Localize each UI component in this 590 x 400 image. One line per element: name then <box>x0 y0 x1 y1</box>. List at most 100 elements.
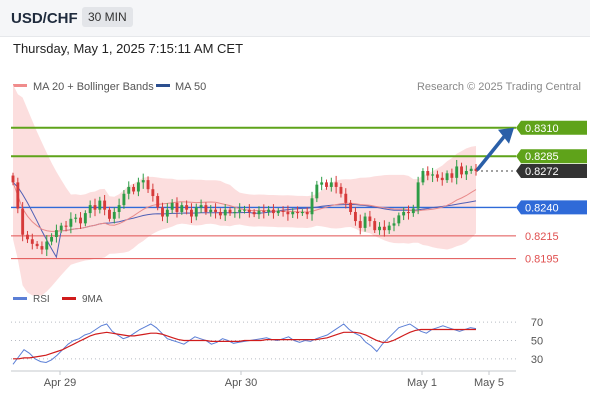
candle <box>103 195 107 216</box>
candle <box>83 210 87 227</box>
candle <box>363 212 367 232</box>
candle <box>353 207 357 226</box>
candle <box>271 204 275 219</box>
candle <box>185 200 189 215</box>
candle <box>165 203 169 224</box>
candle <box>98 196 102 214</box>
candle <box>88 200 92 218</box>
candle <box>378 222 381 235</box>
level-tag-pivot <box>516 200 587 215</box>
rsi-panel: 70 50 30 <box>11 317 543 366</box>
candle <box>50 233 54 246</box>
candle <box>199 199 203 213</box>
candle <box>435 170 439 182</box>
forecast-arrow <box>476 127 514 171</box>
candle <box>204 202 208 215</box>
candle <box>276 207 280 216</box>
candle <box>402 207 406 221</box>
candle <box>334 175 338 194</box>
ma20-legend-label: MA 20 + Bollinger Bands <box>33 81 154 93</box>
candle <box>344 188 348 209</box>
forecast-arrow-head <box>498 127 514 144</box>
candle <box>132 184 136 195</box>
candle <box>460 162 463 179</box>
candle <box>11 172 15 186</box>
candle <box>194 203 198 221</box>
candle <box>310 191 314 221</box>
candle <box>214 203 218 219</box>
candle <box>339 183 343 198</box>
candle <box>127 181 131 200</box>
candle <box>161 202 164 222</box>
x-tick-label: Apr 29 <box>44 377 76 389</box>
candle <box>382 220 386 237</box>
candle <box>281 206 285 217</box>
level-tag-last <box>516 164 587 178</box>
symbol-title: USD/CHF <box>11 10 78 27</box>
candle <box>286 205 290 221</box>
level-label-last: 0.8272 <box>525 166 559 178</box>
candle <box>190 203 193 224</box>
level-label-support: 0.8195 <box>525 254 559 266</box>
candle <box>431 167 435 183</box>
ma50-legend-swatch <box>156 84 170 87</box>
candle <box>368 210 372 227</box>
bollinger-band-area <box>13 84 476 296</box>
level-tag-target <box>516 149 587 164</box>
ma50-legend-label: MA 50 <box>175 81 206 93</box>
candle <box>305 207 309 219</box>
candle <box>421 168 425 186</box>
candle <box>93 198 97 217</box>
candle <box>243 205 246 214</box>
candle <box>209 205 213 217</box>
forecast-arrow-shaft <box>476 135 506 171</box>
rsi-legend-label: RSI <box>33 294 50 305</box>
bollinger-bands <box>13 84 476 296</box>
candle <box>358 214 362 235</box>
candle <box>228 206 232 216</box>
candle <box>146 176 150 193</box>
candle <box>40 241 44 255</box>
candle <box>464 165 468 180</box>
candle <box>291 208 295 218</box>
candle <box>30 233 34 250</box>
candle <box>59 222 63 234</box>
candle <box>349 200 353 215</box>
candle <box>156 193 160 211</box>
candle <box>320 176 324 191</box>
candle <box>122 190 126 209</box>
rsi-tick-label: 50 <box>531 336 543 348</box>
level-label-target: 0.8310 <box>525 123 559 135</box>
candle <box>21 202 25 242</box>
candle <box>329 177 333 192</box>
candle <box>16 177 20 214</box>
candle <box>136 177 140 197</box>
rsi-ma-legend-swatch <box>62 297 76 300</box>
ma20-legend-swatch <box>13 84 27 87</box>
candle <box>69 212 73 234</box>
candle <box>474 164 478 176</box>
candle <box>74 213 78 223</box>
candle <box>262 204 266 219</box>
candle <box>257 206 261 219</box>
chart-datetime: Thursday, May 1, 2025 7:15:11 AM CET <box>13 41 244 56</box>
candle <box>223 204 227 221</box>
candle <box>455 159 459 185</box>
candle <box>300 209 304 216</box>
rsi-series-rsi <box>12 323 477 365</box>
candles <box>11 159 478 257</box>
candle <box>170 199 174 214</box>
candle <box>373 218 377 234</box>
candle <box>252 209 256 218</box>
candle <box>315 180 319 203</box>
timeframe-badge[interactable]: 30 MIN <box>82 7 133 27</box>
chart-header: USD/CHF 30 MIN <box>0 0 590 37</box>
x-tick-label: Apr 30 <box>225 377 257 389</box>
candle <box>426 166 430 181</box>
level-label-target: 0.8285 <box>525 151 559 163</box>
candle <box>218 208 222 220</box>
rsi-tick-label: 70 <box>531 317 543 329</box>
candle <box>469 165 473 174</box>
candle <box>26 230 29 244</box>
